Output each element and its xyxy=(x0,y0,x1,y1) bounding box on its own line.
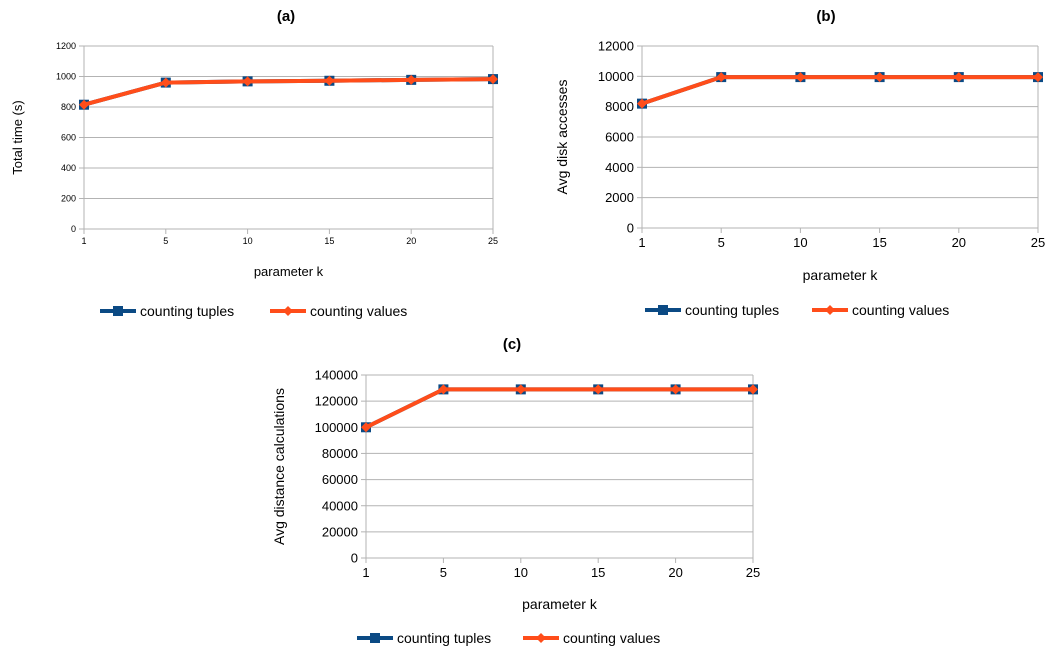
x-tick-label: 5 xyxy=(163,236,168,246)
data-point-diamond xyxy=(361,422,371,433)
x-axis-label: parameter k xyxy=(522,596,598,612)
legend-label: counting values xyxy=(310,303,407,319)
y-tick-label: 600 xyxy=(61,133,76,143)
x-tick-label: 20 xyxy=(668,565,682,580)
data-point-diamond xyxy=(795,72,806,83)
data-point-diamond xyxy=(438,384,449,395)
x-tick-label: 5 xyxy=(718,235,725,250)
legend-marker-square xyxy=(113,306,123,316)
x-tick-label: 25 xyxy=(1031,235,1045,250)
x-axis-label: parameter k xyxy=(254,264,324,279)
y-tick-label: 2000 xyxy=(605,190,634,205)
data-point-diamond xyxy=(670,384,681,395)
y-tick-label: 20000 xyxy=(322,524,358,539)
y-tick-label: 40000 xyxy=(322,498,358,513)
data-point-diamond xyxy=(716,72,727,83)
y-tick-label: 8000 xyxy=(605,99,634,114)
chart-title: (c) xyxy=(503,336,521,353)
y-tick-label: 0 xyxy=(627,221,634,236)
y-tick-label: 12000 xyxy=(598,39,634,54)
data-point-diamond xyxy=(515,384,526,395)
x-tick-label: 1 xyxy=(362,565,369,580)
y-tick-label: 400 xyxy=(61,163,76,173)
x-tick-label: 15 xyxy=(324,236,334,246)
data-point-diamond xyxy=(953,72,964,83)
y-tick-label: 120000 xyxy=(315,394,358,409)
data-point-diamond xyxy=(160,77,171,88)
data-point-diamond xyxy=(1033,72,1043,83)
x-tick-label: 15 xyxy=(872,235,886,250)
data-point-diamond xyxy=(79,99,89,110)
legend-marker-diamond xyxy=(536,633,546,643)
y-tick-label: 80000 xyxy=(322,446,358,461)
y-tick-label: 0 xyxy=(71,224,76,234)
x-tick-label: 20 xyxy=(406,236,416,246)
data-point-diamond xyxy=(406,74,417,85)
series-line-counting-values xyxy=(365,387,753,430)
chart-title: (b) xyxy=(816,8,835,25)
x-tick-label: 1 xyxy=(638,235,645,250)
legend-marker-square xyxy=(658,305,668,315)
series-line-counting-values xyxy=(83,77,494,107)
series-line-counting-values xyxy=(641,75,1038,106)
x-tick-label: 5 xyxy=(440,565,447,580)
x-tick-label: 20 xyxy=(952,235,966,250)
x-tick-label: 25 xyxy=(746,565,760,580)
y-tick-label: 6000 xyxy=(605,130,634,145)
y-tick-label: 200 xyxy=(61,194,76,204)
legend-marker-square xyxy=(370,633,380,643)
y-tick-label: 1200 xyxy=(56,41,76,51)
legend-label: counting values xyxy=(852,302,949,318)
y-tick-label: 100000 xyxy=(315,420,358,435)
data-point-diamond xyxy=(242,76,253,87)
legend-label: counting tuples xyxy=(397,630,491,646)
legend-label: counting values xyxy=(563,630,660,646)
data-point-diamond xyxy=(488,74,498,85)
legend-marker-diamond xyxy=(825,305,835,315)
y-tick-label: 10000 xyxy=(598,69,634,84)
y-tick-label: 1000 xyxy=(56,72,76,82)
y-tick-label: 800 xyxy=(61,102,76,112)
y-tick-label: 4000 xyxy=(605,160,634,175)
legend-label: counting tuples xyxy=(685,302,779,318)
data-point-diamond xyxy=(637,98,647,109)
legend-marker-diamond xyxy=(283,306,293,316)
data-point-diamond xyxy=(748,384,758,395)
y-tick-label: 0 xyxy=(351,551,358,566)
y-tick-label: 60000 xyxy=(322,472,358,487)
series-line-counting-tuples xyxy=(365,387,753,430)
x-tick-label: 1 xyxy=(81,236,86,246)
data-point-diamond xyxy=(593,384,604,395)
x-tick-label: 10 xyxy=(514,565,528,580)
data-point-diamond xyxy=(874,72,885,83)
y-tick-label: 140000 xyxy=(315,368,358,383)
x-tick-label: 10 xyxy=(243,236,253,246)
y-axis-label: Avg disk accesses xyxy=(554,80,570,195)
x-axis-label: parameter k xyxy=(803,267,879,283)
y-axis-label: Avg distance calculations xyxy=(271,388,287,545)
x-tick-label: 25 xyxy=(488,236,498,246)
x-tick-label: 15 xyxy=(591,565,605,580)
legend-label: counting tuples xyxy=(140,303,234,319)
series-line-counting-tuples xyxy=(641,75,1038,106)
y-axis-label: Total time (s) xyxy=(10,100,25,174)
x-tick-label: 10 xyxy=(793,235,807,250)
chart-title: (a) xyxy=(277,8,295,25)
data-point-diamond xyxy=(324,75,335,86)
